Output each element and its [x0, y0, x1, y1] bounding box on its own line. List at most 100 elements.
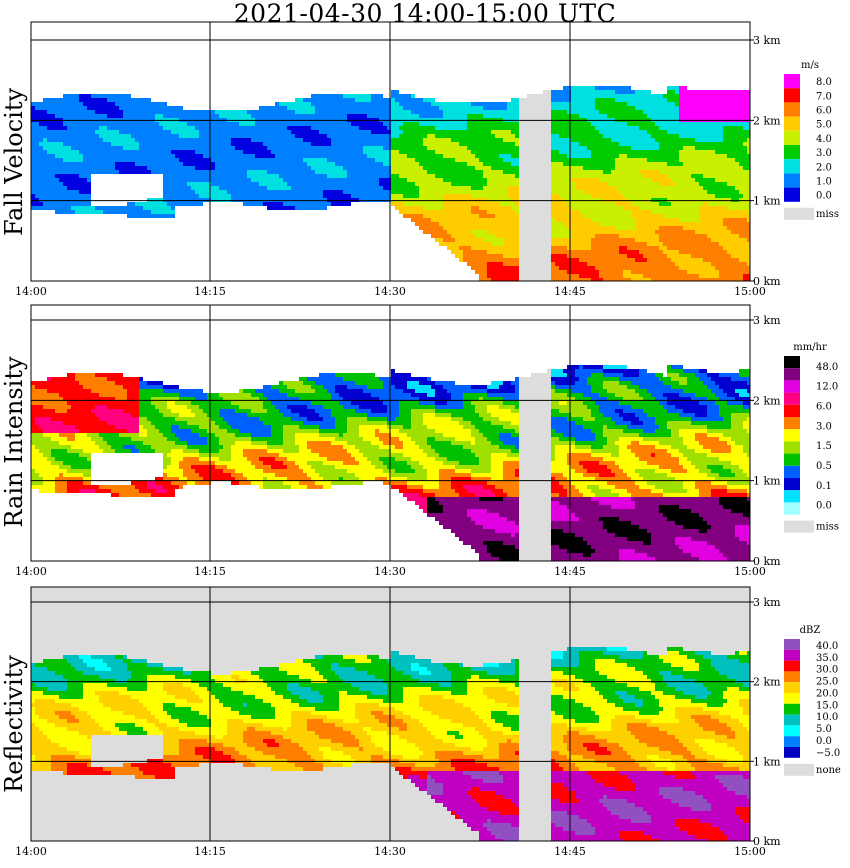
data-cell [243, 170, 247, 174]
data-cell [623, 242, 627, 246]
data-cell [279, 190, 283, 194]
data-cell [411, 186, 415, 190]
data-cell [599, 98, 603, 102]
data-cell [131, 126, 135, 130]
data-cell [43, 150, 47, 154]
data-cell [551, 122, 555, 126]
data-cell [51, 198, 55, 202]
data-cell [555, 266, 559, 270]
data-cell [203, 126, 207, 130]
data-cell [547, 202, 551, 206]
data-cell [283, 138, 287, 142]
data-cell [495, 150, 499, 154]
data-cell [75, 142, 79, 146]
data-cell [219, 182, 223, 186]
data-cell [171, 210, 175, 214]
data-cell [567, 194, 571, 198]
data-cell [339, 122, 343, 126]
data-cell [555, 186, 559, 190]
data-cell [599, 102, 603, 106]
data-cell [523, 222, 527, 226]
data-cell [451, 166, 455, 170]
data-cell [291, 162, 295, 166]
data-cell [139, 98, 143, 102]
data-cell [59, 206, 63, 210]
data-cell [375, 194, 379, 198]
data-cell [563, 234, 567, 238]
data-cell [299, 190, 303, 194]
data-cell [243, 122, 247, 126]
data-cell [591, 154, 595, 158]
data-cell [575, 258, 579, 262]
data-cell [215, 158, 219, 162]
data-cell [207, 186, 211, 190]
data-cell [143, 122, 147, 126]
data-cell [535, 234, 539, 238]
data-cell [143, 166, 147, 170]
data-cell [311, 106, 315, 110]
data-cell [279, 110, 283, 114]
data-cell [299, 198, 303, 202]
data-cell [87, 94, 91, 98]
data-cell [307, 162, 311, 166]
data-cell [115, 142, 119, 146]
data-cell [107, 210, 111, 214]
data-cell [347, 202, 351, 206]
data-cell [511, 274, 515, 278]
data-cell [547, 198, 551, 202]
data-cell [407, 114, 411, 118]
data-cell [243, 198, 247, 202]
data-cell [483, 182, 487, 186]
data-cell [95, 114, 99, 118]
data-cell [403, 138, 407, 142]
data-cell [595, 278, 599, 281]
data-cell [111, 94, 115, 98]
data-cell [75, 182, 79, 186]
data-cell [511, 246, 515, 250]
data-cell [427, 98, 431, 102]
data-cell [635, 162, 639, 166]
data-cell [63, 190, 67, 194]
data-cell [67, 194, 71, 198]
data-cell [283, 206, 287, 210]
data-cell [511, 102, 515, 106]
data-cell [331, 198, 335, 202]
data-cell [163, 110, 167, 114]
data-cell [347, 190, 351, 194]
data-cell [515, 246, 519, 250]
data-cell [43, 142, 47, 146]
data-cell [155, 102, 159, 106]
data-cell [87, 174, 91, 178]
data-cell [619, 158, 623, 162]
data-cell [327, 126, 331, 130]
data-cell [167, 186, 171, 190]
data-cell [587, 154, 591, 158]
data-cell [619, 142, 623, 146]
data-cell [195, 122, 199, 126]
data-cell [175, 198, 179, 202]
data-cell [539, 142, 543, 146]
data-cell [499, 110, 503, 114]
data-cell [475, 150, 479, 154]
data-cell [251, 190, 255, 194]
data-cell [459, 226, 463, 230]
data-cell [447, 234, 451, 238]
data-cell [243, 142, 247, 146]
data-cell [183, 202, 187, 206]
data-cell [447, 122, 451, 126]
data-cell [335, 126, 339, 130]
data-cell [195, 142, 199, 146]
data-cell [455, 162, 459, 166]
data-cell [155, 210, 159, 214]
data-cell [315, 130, 319, 134]
data-cell [87, 138, 91, 142]
data-cell [463, 102, 467, 106]
data-cell [579, 206, 583, 210]
data-cell [583, 246, 587, 250]
data-cell [299, 138, 303, 142]
data-cell [51, 106, 55, 110]
data-cell [231, 182, 235, 186]
data-cell [215, 186, 219, 190]
data-cell [375, 130, 379, 134]
data-cell [591, 114, 595, 118]
